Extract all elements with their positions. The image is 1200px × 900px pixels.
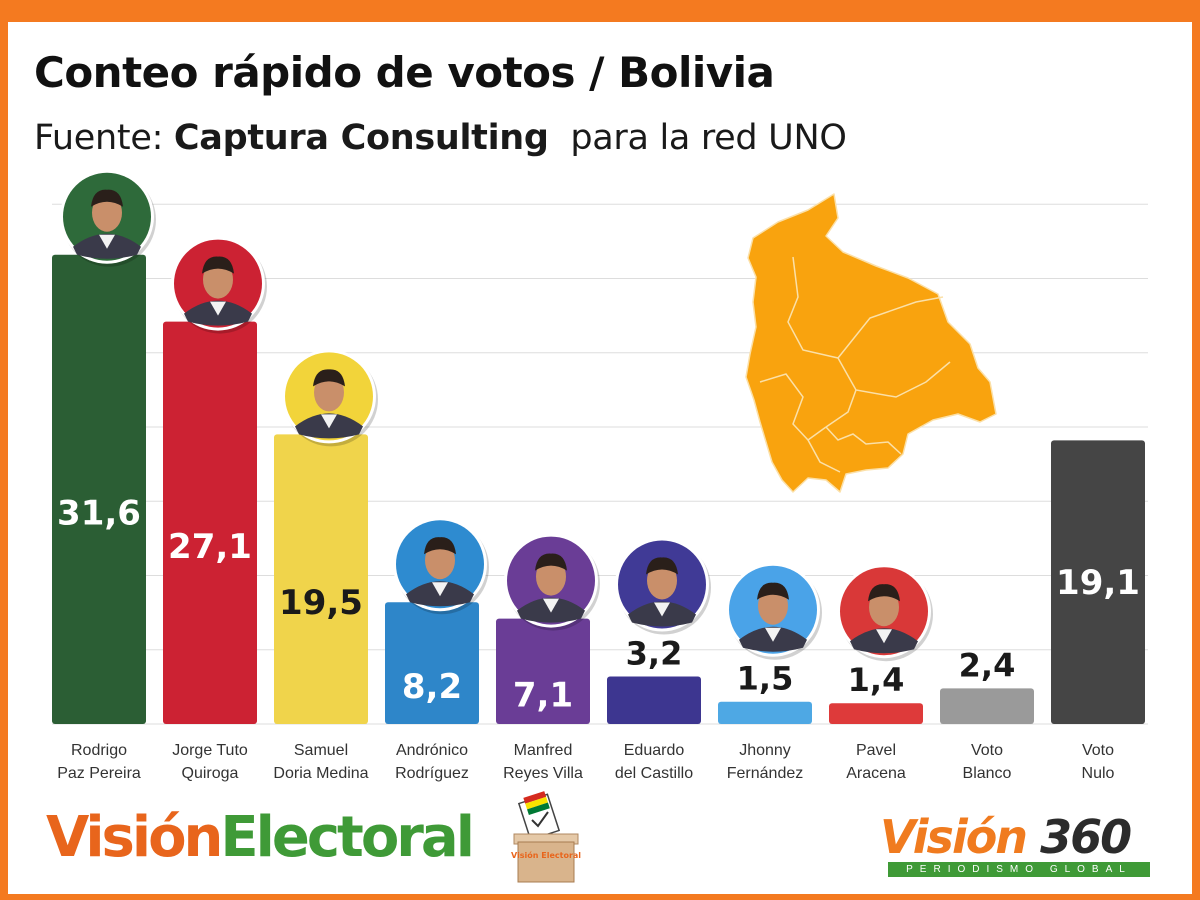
logo-left-word-2: Electoral (220, 805, 474, 870)
bar (829, 703, 923, 724)
vote-bar-chart: 31,6 27,1 19,5 8,2 7,1 3,2 1,5 1,4 2,4 19,1 Rodri… (52, 169, 1148, 782)
category-label: Andrónico Rodríguez (395, 742, 469, 782)
value-labels: 31,6 27,1 19,5 8,2 7,1 3,2 1,5 1,4 2,4 19,1 (57, 493, 1140, 715)
ballot-box-icon: Visión Electoral (511, 791, 581, 883)
source-line: Fuente: Captura Consulting para la red U… (34, 118, 847, 158)
candidate-photo (726, 562, 822, 660)
value-label: 7,1 (513, 675, 573, 715)
value-label: 1,4 (848, 661, 905, 699)
category-label: Manfred Reyes Villa (503, 742, 583, 782)
category-label: Samuel Doria Medina (273, 742, 368, 782)
bar (1051, 440, 1145, 724)
category-label: Voto Nulo (1082, 742, 1115, 782)
value-label: 19,5 (279, 583, 363, 623)
bar (385, 602, 479, 724)
candidate-photo (615, 537, 711, 635)
value-label: 2,4 (959, 646, 1016, 684)
candidate-photo (171, 236, 267, 334)
candidate-photo (282, 349, 378, 447)
logo-right-word-1: Visión (880, 810, 1028, 864)
value-label: 8,2 (402, 667, 462, 707)
category-label: Pavel Aracena (846, 742, 906, 782)
value-label: 3,2 (626, 634, 683, 672)
logo-left-word-1: Visión (46, 805, 223, 870)
value-label: 19,1 (1056, 563, 1140, 603)
candidate-photos (60, 169, 933, 662)
candidate-photo (837, 564, 933, 662)
category-label: Rodrigo Paz Pereira (57, 742, 141, 782)
candidate-photo (504, 533, 600, 631)
bar (52, 254, 146, 725)
source-suffix: para la red UNO (570, 118, 847, 158)
bar (163, 321, 257, 724)
logo-tagline: PERIODISMO GLOBAL (888, 862, 1150, 877)
logo-right-word-2: 360 (1040, 810, 1132, 864)
candidate-photo (60, 169, 156, 267)
bar (718, 701, 812, 724)
vision-360-logo: Visión 360 (880, 814, 1132, 860)
bar (940, 688, 1034, 724)
vision-electoral-logo: VisiónElectoral (46, 810, 475, 866)
category-label: Jorge Tuto Quiroga (172, 742, 248, 782)
value-label: 27,1 (168, 527, 252, 567)
bar (496, 618, 590, 724)
category-label: Voto Blanco (963, 742, 1012, 782)
bar (607, 676, 701, 724)
source-name: Captura Consulting (173, 118, 549, 158)
bar-series (52, 254, 1145, 725)
value-label: 1,5 (737, 660, 794, 698)
category-label: Jhonny Fernández (727, 742, 804, 782)
value-label: 31,6 (57, 493, 141, 533)
ballot-logo-text: Visión Electoral (511, 850, 581, 860)
bar (274, 434, 368, 724)
category-labels: Rodrigo Paz Pereira Jorge Tuto Quiroga Samue… (57, 742, 1114, 782)
page-title: Conteo rápido de votos / Bolivia (34, 48, 775, 97)
source-prefix: Fuente: (34, 118, 164, 158)
category-label: Eduardo del Castillo (615, 742, 693, 782)
infographic-frame: Conteo rápido de votos / Bolivia Fuente:… (8, 22, 1192, 894)
candidate-photo (393, 517, 489, 615)
bolivia-map-icon (745, 193, 997, 493)
